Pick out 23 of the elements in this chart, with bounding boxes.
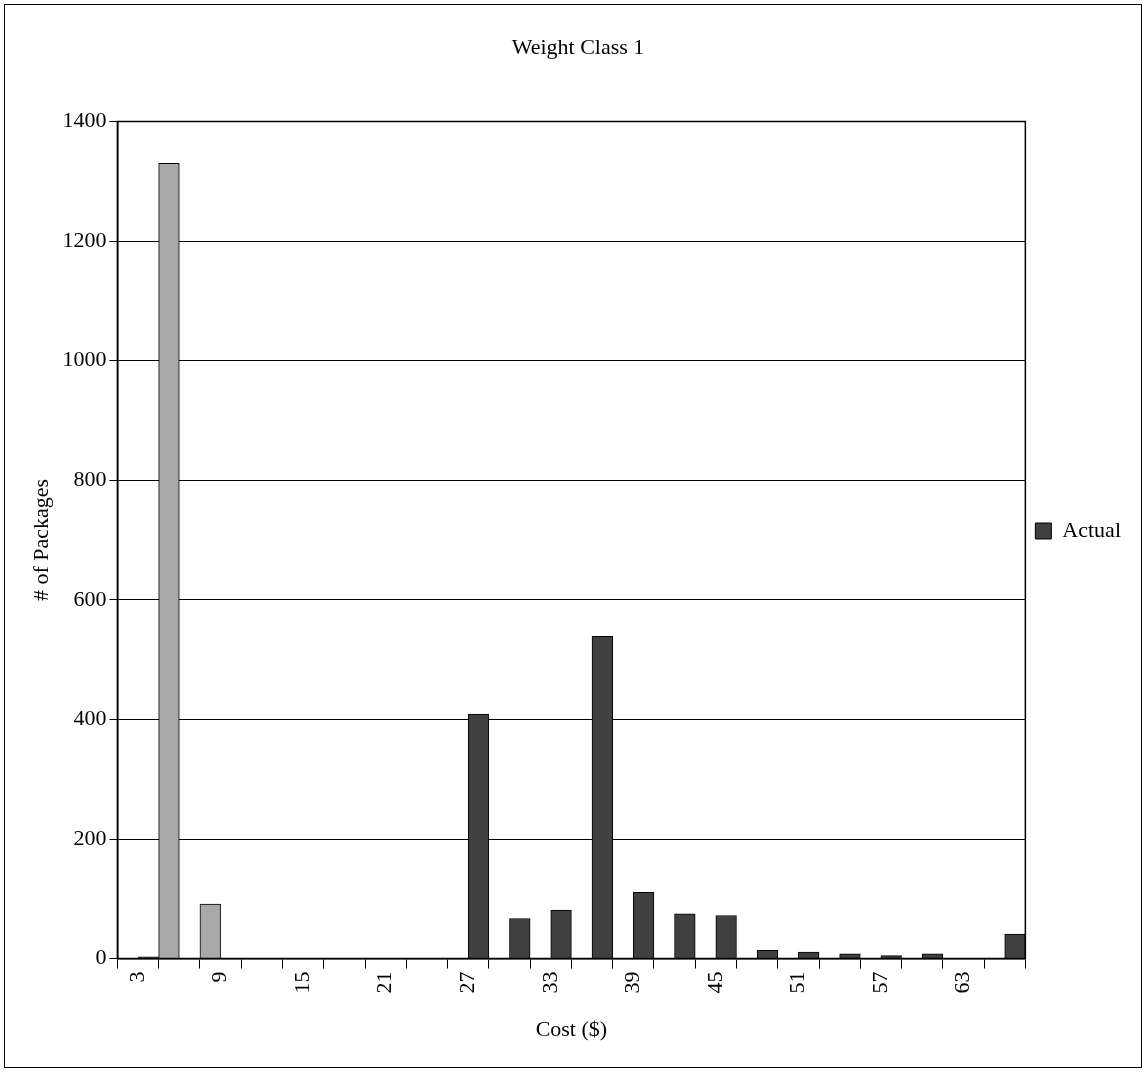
x-tick-label: 33 (536, 971, 562, 994)
chart-title: Weight Class 1 (511, 33, 645, 59)
y-tick-label: 0 (95, 944, 107, 970)
y-tick-label: 200 (73, 824, 107, 850)
y-tick-label: 1000 (62, 346, 107, 372)
y-tick-label: 1200 (62, 226, 107, 252)
x-tick-label: 39 (619, 971, 645, 994)
y-tick-label: 400 (73, 705, 107, 731)
x-tick-label: 3 (123, 971, 149, 983)
y-tick-label: 1400 (62, 107, 107, 133)
y-axis-title: # of Packages (27, 478, 53, 602)
x-tick-label: 63 (949, 971, 975, 994)
x-axis-title: Cost ($) (535, 1015, 608, 1041)
y-tick-label: 800 (73, 465, 107, 491)
x-tick-label: 9 (206, 971, 232, 983)
x-tick-label: 45 (701, 971, 727, 994)
x-tick-label: 15 (288, 971, 314, 994)
x-tick-label: 27 (453, 971, 479, 994)
x-tick-label: 51 (784, 971, 810, 994)
x-tick-label: 57 (866, 971, 892, 994)
y-tick-label: 600 (73, 585, 107, 611)
legend-label: Actual (1062, 516, 1122, 542)
x-tick-label: 21 (371, 971, 397, 994)
